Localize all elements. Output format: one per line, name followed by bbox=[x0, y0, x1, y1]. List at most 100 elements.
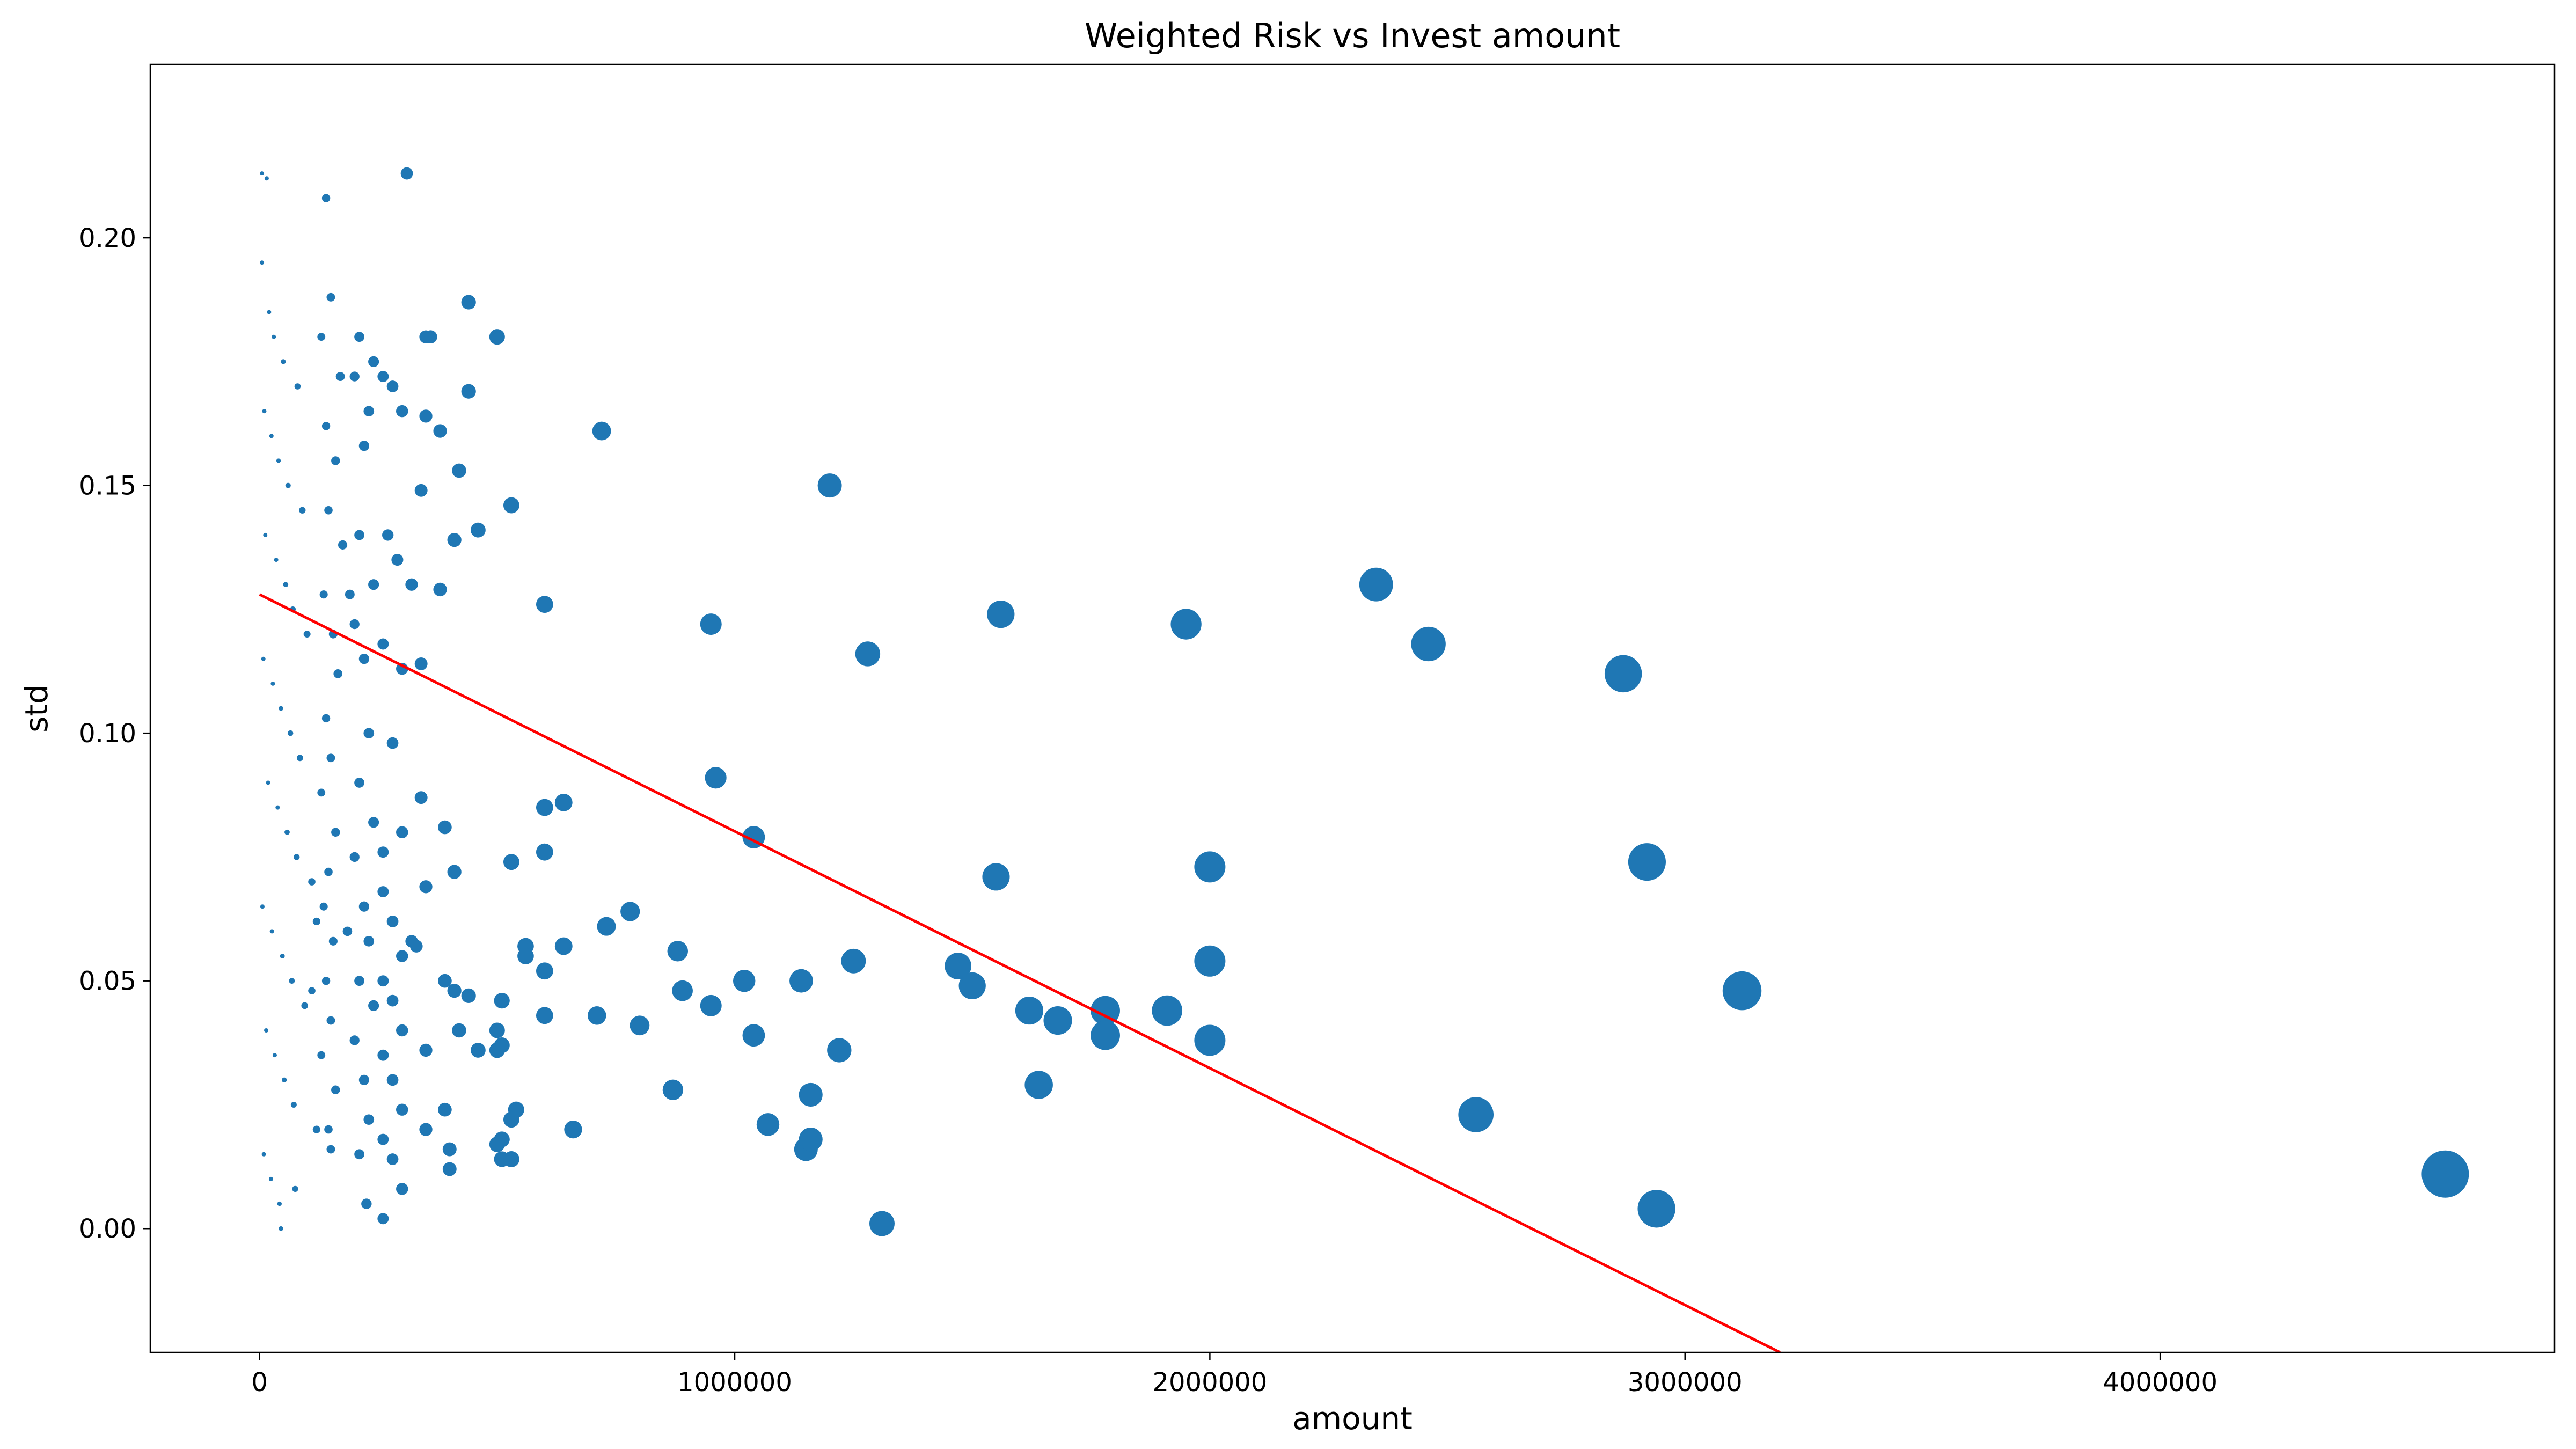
data-point bbox=[363, 936, 375, 947]
data-point bbox=[442, 1142, 457, 1157]
data-point bbox=[700, 613, 722, 635]
data-point bbox=[321, 194, 331, 202]
data-point bbox=[260, 904, 265, 909]
data-point bbox=[958, 972, 986, 1000]
data-point bbox=[799, 1127, 823, 1152]
data-point bbox=[554, 937, 573, 955]
data-point bbox=[536, 962, 553, 980]
data-point bbox=[396, 405, 408, 418]
data-point bbox=[945, 953, 972, 979]
data-point bbox=[1091, 996, 1120, 1026]
data-point bbox=[503, 1111, 519, 1128]
data-point bbox=[260, 171, 265, 176]
data-point bbox=[358, 441, 370, 451]
data-point bbox=[494, 992, 510, 1009]
data-point bbox=[261, 656, 266, 661]
data-point bbox=[489, 1022, 505, 1038]
data-point bbox=[317, 788, 326, 797]
data-point bbox=[279, 706, 283, 711]
data-point bbox=[1015, 996, 1044, 1025]
data-point bbox=[536, 843, 553, 861]
plot-frame bbox=[149, 63, 2556, 1353]
data-point bbox=[377, 371, 389, 382]
data-point bbox=[358, 654, 370, 664]
data-point bbox=[1458, 1097, 1494, 1132]
data-point bbox=[263, 532, 268, 537]
data-point bbox=[1722, 971, 1762, 1011]
data-point bbox=[461, 295, 476, 310]
data-point bbox=[517, 948, 534, 964]
data-point bbox=[391, 554, 404, 566]
x-tick-label: 2000000 bbox=[1152, 1367, 1267, 1397]
data-point bbox=[1628, 843, 1666, 881]
data-point bbox=[756, 1113, 780, 1136]
data-point bbox=[363, 728, 375, 738]
data-point bbox=[377, 1133, 389, 1145]
data-point bbox=[494, 1037, 510, 1053]
data-point bbox=[266, 780, 270, 785]
data-point bbox=[326, 753, 335, 763]
data-point bbox=[312, 917, 320, 926]
data-point bbox=[987, 600, 1015, 628]
data-point bbox=[377, 638, 389, 650]
data-point bbox=[1043, 1006, 1072, 1035]
data-point bbox=[1091, 1020, 1120, 1050]
data-point bbox=[414, 484, 428, 497]
data-point bbox=[424, 330, 437, 344]
data-point bbox=[452, 1023, 466, 1038]
data-point bbox=[386, 737, 399, 749]
data-point bbox=[620, 902, 640, 921]
data-point bbox=[289, 978, 295, 984]
data-point bbox=[281, 1077, 287, 1082]
y-tick-label: 0.00 bbox=[79, 1214, 136, 1244]
data-point bbox=[489, 329, 505, 345]
data-point bbox=[447, 984, 462, 998]
data-point bbox=[597, 917, 616, 936]
data-point bbox=[319, 902, 328, 911]
data-point bbox=[262, 409, 267, 414]
data-point bbox=[400, 167, 413, 180]
data-point bbox=[470, 1043, 486, 1058]
data-point bbox=[326, 1145, 335, 1154]
data-point bbox=[1152, 995, 1183, 1026]
data-point bbox=[1170, 609, 1202, 640]
data-point bbox=[301, 1002, 309, 1009]
y-tick-label: 0.10 bbox=[79, 719, 136, 749]
x-tick-label: 0 bbox=[251, 1367, 268, 1397]
data-point bbox=[264, 1028, 269, 1033]
data-point bbox=[489, 1136, 505, 1152]
data-point bbox=[503, 854, 519, 870]
data-point bbox=[827, 1038, 852, 1063]
data-point bbox=[368, 1000, 379, 1011]
data-point bbox=[338, 540, 348, 550]
data-point bbox=[536, 799, 553, 816]
data-point bbox=[280, 954, 285, 959]
data-point bbox=[345, 589, 355, 599]
data-point bbox=[554, 793, 573, 811]
data-point bbox=[419, 880, 433, 894]
data-point bbox=[279, 1226, 283, 1231]
data-point bbox=[564, 1120, 582, 1139]
data-point bbox=[433, 424, 447, 438]
data-point bbox=[1024, 1071, 1053, 1099]
data-point bbox=[272, 334, 276, 339]
data-point bbox=[536, 1007, 553, 1024]
data-point bbox=[377, 1213, 389, 1225]
y-axis: 0.00 0.05 0.10 0.15 0.20 bbox=[79, 223, 150, 1244]
data-point bbox=[308, 878, 316, 885]
data-point bbox=[733, 969, 756, 992]
data-point bbox=[799, 1082, 823, 1107]
data-point bbox=[789, 969, 813, 993]
x-axis: 0 1000000 2000000 3000000 4000000 bbox=[251, 1352, 2218, 1397]
data-point bbox=[354, 1149, 364, 1160]
data-point bbox=[419, 1043, 433, 1057]
data-point bbox=[303, 631, 311, 638]
data-point bbox=[386, 1153, 399, 1165]
data-point bbox=[396, 950, 408, 962]
chart-title: Weighted Risk vs Invest amount bbox=[1085, 16, 1620, 55]
data-point bbox=[290, 1101, 297, 1108]
data-point bbox=[268, 1176, 273, 1181]
data-point bbox=[333, 669, 343, 678]
data-point bbox=[667, 941, 689, 962]
data-point bbox=[377, 1049, 389, 1061]
